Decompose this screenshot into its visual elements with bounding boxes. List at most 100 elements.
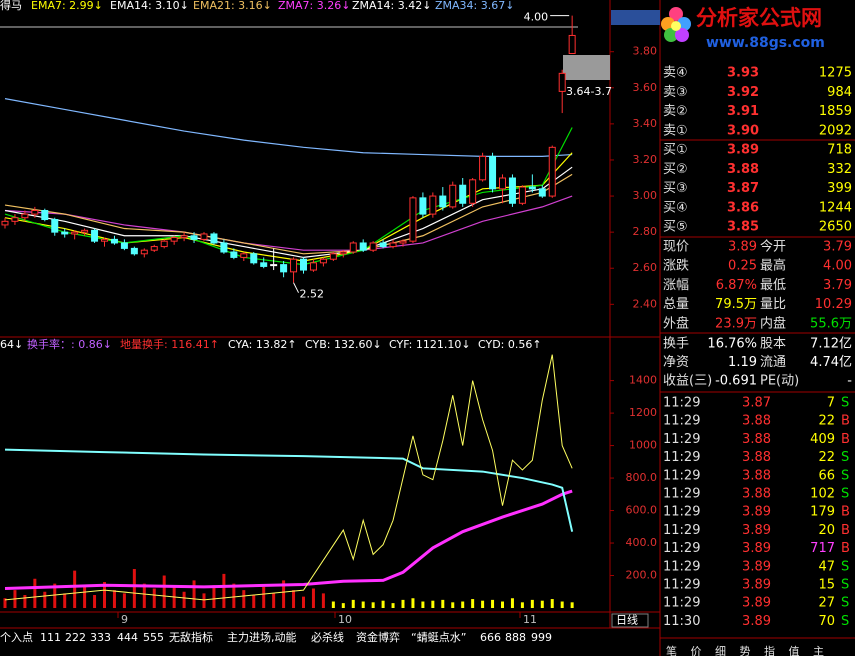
formula-tab[interactable]: 555 <box>143 631 164 644</box>
panel-tab[interactable]: 势 <box>740 645 751 656</box>
candle-body <box>240 253 248 258</box>
logo-petal <box>675 28 689 42</box>
tick-price: 3.88 <box>742 414 771 429</box>
tick-price: 3.88 <box>742 432 771 447</box>
y-tick-label: 400.0 <box>626 536 658 549</box>
volume-bar <box>471 599 475 608</box>
tick-volume: 27 <box>818 596 835 611</box>
book-price: 3.85 <box>727 220 759 235</box>
formula-tab[interactable]: 444 <box>117 631 138 644</box>
stat-label: 股本 <box>760 337 786 352</box>
candle-body <box>120 242 128 249</box>
candle-body <box>528 186 536 190</box>
formula-tab[interactable]: 222 <box>65 631 86 644</box>
formula-tab[interactable]: 666 <box>480 631 501 644</box>
book-volume: 1275 <box>819 66 852 81</box>
candle-body <box>250 253 258 264</box>
volume-bar <box>162 575 166 608</box>
tick-side: B <box>841 523 850 538</box>
tick-side: B <box>841 541 850 556</box>
y-tick-label: 2.80 <box>633 225 658 238</box>
formula-tab[interactable]: 主力进场,动能 <box>227 630 297 644</box>
tick-volume: 102 <box>810 487 835 502</box>
stat-value: 3.89 <box>728 240 757 255</box>
volume-bar <box>252 595 256 608</box>
panel-tab[interactable]: 价 <box>691 645 702 656</box>
volume-bar <box>510 598 514 608</box>
tick-volume: 22 <box>818 450 835 465</box>
stat-label: 量比 <box>760 297 786 312</box>
book-label: 买③ <box>663 181 688 196</box>
volume-bar <box>272 593 276 608</box>
panel-tab[interactable]: 值 <box>789 645 800 656</box>
book-label: 卖② <box>663 104 688 119</box>
formula-tab[interactable]: 888 <box>505 631 526 644</box>
candle-body <box>101 238 108 242</box>
stat-value: 6.87% <box>716 278 757 293</box>
stat-label: 净资 <box>663 355 689 370</box>
candle-body <box>280 264 288 273</box>
volume-bar <box>292 590 296 608</box>
volume-bar <box>501 601 504 608</box>
volume-bar <box>421 601 425 608</box>
indicator-legend: CYF: 1121.10↓ <box>389 338 471 351</box>
volume-bar <box>530 599 534 608</box>
volume-bar <box>152 588 156 608</box>
stat-label: 现价 <box>663 240 689 255</box>
stat-label: 外盘 <box>663 315 689 331</box>
candle-body <box>230 251 238 258</box>
volume-bar <box>43 591 47 608</box>
candle-body <box>429 195 437 215</box>
panel-tab[interactable]: 指 <box>764 644 775 656</box>
candle-body <box>349 242 357 253</box>
volume-bar <box>93 595 97 608</box>
formula-tab[interactable]: 111 <box>40 631 61 644</box>
high-label: 4.00 <box>524 11 549 24</box>
y-tick-label: 1400 <box>629 374 657 387</box>
indicator-legend: ZMA7: 3.26↓ <box>278 0 350 12</box>
candle-body <box>489 155 497 190</box>
candle-body <box>260 262 268 267</box>
formula-tab[interactable]: 无敌指标 <box>169 630 213 644</box>
formula-tab[interactable]: 333 <box>90 631 111 644</box>
book-volume: 2650 <box>819 220 852 235</box>
volume-bar <box>23 595 27 608</box>
book-label: 卖④ <box>663 66 688 81</box>
formula-tab[interactable]: 资金博弈 <box>356 630 400 644</box>
candle-body <box>558 72 566 92</box>
candle-body <box>180 235 188 239</box>
volume-bar <box>202 593 206 608</box>
tick-side: S <box>841 468 849 483</box>
book-price: 3.90 <box>727 123 759 138</box>
formula-tab[interactable]: “蜻蜓点水” <box>411 630 466 644</box>
indicator-legend: CYB: 132.60↓ <box>305 338 382 351</box>
volume-bar <box>232 583 236 608</box>
volume-bar <box>461 601 465 608</box>
book-volume: 399 <box>827 181 852 196</box>
candle-body <box>130 247 138 255</box>
candle-body <box>399 240 407 244</box>
book-price: 3.86 <box>727 200 759 215</box>
cursor-price-box <box>611 10 660 25</box>
panel-tab[interactable]: 主 <box>813 645 824 656</box>
panel-tab[interactable]: 笔 <box>666 644 677 656</box>
candle-body <box>319 258 327 264</box>
candle-body <box>479 155 487 181</box>
candle-body <box>160 240 168 248</box>
volume-bar <box>441 599 445 608</box>
candle-body <box>329 253 337 260</box>
stat-value: 7.12亿 <box>810 337 852 352</box>
volume-bar <box>182 591 186 608</box>
stat-label: 最低 <box>760 278 786 293</box>
tick-volume: 409 <box>810 432 835 447</box>
y-tick-label: 3.80 <box>633 45 658 58</box>
volume-bar <box>142 583 146 608</box>
formula-tab[interactable]: 必杀线 <box>311 630 344 644</box>
formula-tab[interactable]: 个入点 <box>0 631 33 644</box>
book-label: 买② <box>663 162 688 177</box>
formula-tab[interactable]: 999 <box>531 631 552 644</box>
tick-time: 11:29 <box>663 450 700 465</box>
tick-price: 3.89 <box>742 505 771 520</box>
panel-tab[interactable]: 细 <box>715 645 726 656</box>
candle-body <box>200 233 208 240</box>
